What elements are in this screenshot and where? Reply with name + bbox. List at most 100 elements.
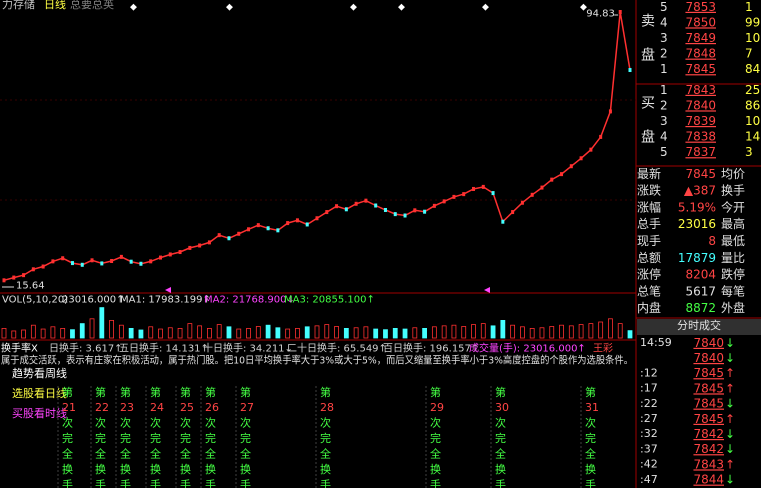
volume-bar <box>40 328 46 339</box>
volume-bar <box>118 324 124 339</box>
column-char: 换 <box>180 462 191 476</box>
volume-bar <box>70 329 75 339</box>
level: 1 <box>660 83 668 97</box>
level: 3 <box>660 31 668 45</box>
volume: 10 <box>745 31 760 45</box>
column-char: 手 <box>150 478 161 488</box>
column-char: 次 <box>320 416 331 430</box>
candle <box>374 203 378 208</box>
column-char: 次 <box>150 416 161 430</box>
column-char: 完 <box>62 431 73 445</box>
stat-label: 现手 <box>637 234 661 248</box>
price: 7837 <box>685 145 716 159</box>
stat-value: 23016 <box>678 217 716 231</box>
tick-price: 7842 <box>693 427 724 441</box>
volume-bar <box>617 323 623 339</box>
stat-label: 外盘 <box>721 300 745 315</box>
candle <box>481 184 485 189</box>
candle <box>403 213 407 218</box>
volume-bar <box>539 327 545 339</box>
tick-time: :32 <box>640 427 658 440</box>
column-char: 手 <box>180 478 191 488</box>
volume-bar <box>529 327 535 339</box>
volume-bar <box>343 327 349 339</box>
volume-bar <box>226 326 232 339</box>
column-char: 手 <box>205 478 216 488</box>
price: 7839 <box>685 114 716 128</box>
column-char: 完 <box>430 431 441 445</box>
volume-bar <box>167 327 173 339</box>
candle <box>51 259 55 264</box>
column-char: 全 <box>585 447 596 461</box>
level: 4 <box>660 130 668 144</box>
column-char: 次 <box>585 416 596 430</box>
header-extra: 总要总英 <box>70 0 114 11</box>
candle <box>599 134 603 139</box>
candle <box>550 177 554 182</box>
tick-arrow: ↓ <box>725 336 735 350</box>
candle <box>22 273 26 278</box>
indicator-item: 二十日换手: 65.549↑ <box>287 341 387 354</box>
candle <box>608 109 612 114</box>
tick-arrow: ↑ <box>725 366 735 380</box>
volume-legend: MA1: 17983.199↑ <box>120 294 211 305</box>
candle <box>354 201 358 206</box>
volume: 7 <box>745 47 753 61</box>
volume-bar <box>30 324 36 339</box>
candle <box>286 221 290 226</box>
low-label: 15.64 <box>16 280 45 291</box>
candle <box>344 207 348 212</box>
stat-value: 7845 <box>685 167 716 181</box>
candle <box>383 207 387 212</box>
column-char: 第 <box>180 385 191 399</box>
stock-name: 力存储 <box>2 0 35 11</box>
candle <box>276 228 280 233</box>
tick-arrow: ↑ <box>725 412 735 426</box>
column-char: 换 <box>585 462 596 476</box>
volume-bar <box>383 329 388 339</box>
indicator-item: 五日换手: 14.131↑ <box>119 341 209 354</box>
candle <box>530 192 534 197</box>
stat-value: ▲387 <box>684 184 716 198</box>
candle <box>315 216 319 221</box>
candle <box>579 156 583 161</box>
level: 5 <box>660 145 668 159</box>
column-char: 手 <box>95 478 106 488</box>
level: 3 <box>660 114 668 128</box>
indicator-item: 日换手: 3.617↑ <box>49 341 123 354</box>
volume: 1 <box>745 0 753 14</box>
candle <box>520 200 524 205</box>
volume-bar <box>89 318 95 339</box>
volume-bar <box>500 319 506 339</box>
strategy-label: 趋势看周线 <box>12 366 67 380</box>
price: 7849 <box>685 31 716 45</box>
sell-label: 盘 <box>641 47 655 64</box>
column-char: 手 <box>585 478 596 488</box>
candle <box>325 210 329 215</box>
column-char: 第 <box>120 385 131 399</box>
volume-bar <box>148 326 154 339</box>
tick-price: 7844 <box>693 473 724 487</box>
volume: 14 <box>745 130 760 144</box>
stat-value: 8204 <box>685 268 716 282</box>
volume-bar <box>177 327 183 339</box>
price: 7853 <box>685 0 716 14</box>
column-char: 换 <box>120 462 131 476</box>
candle <box>2 278 6 283</box>
candle <box>207 240 211 245</box>
candle <box>462 192 466 197</box>
tick-price: 7843 <box>693 457 724 471</box>
volume-bar <box>334 326 339 339</box>
column-char: 第 <box>585 385 596 399</box>
marker <box>165 287 171 293</box>
volume-bar <box>246 327 251 339</box>
indicator-item: 百日换手: 196.157↑ <box>383 341 479 354</box>
volume-bar <box>392 327 398 339</box>
candle <box>168 252 172 257</box>
event-marker: ◆ <box>580 3 587 13</box>
column-char: 手 <box>120 478 131 488</box>
price: 7838 <box>685 130 716 144</box>
price: 7843 <box>685 83 716 97</box>
